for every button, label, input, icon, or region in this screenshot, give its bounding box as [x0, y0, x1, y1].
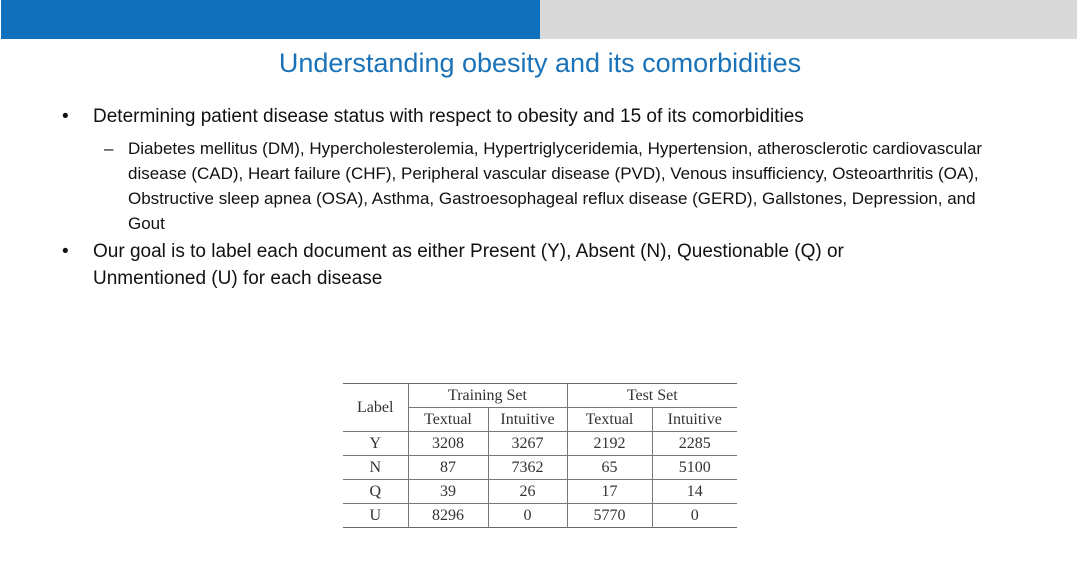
dash-icon: – — [104, 139, 114, 158]
bullet-icon: • — [62, 241, 69, 262]
row-label: Y — [343, 431, 408, 456]
cell: 65 — [566, 455, 652, 480]
group-header-training: Training Set — [407, 383, 567, 408]
label-counts-table: Label Training Set Test Set Textual Intu… — [343, 383, 737, 528]
cell: 14 — [651, 479, 737, 504]
cell: 2285 — [651, 431, 737, 456]
row-label: U — [369, 506, 382, 524]
table-row: Q 39 26 17 14 — [343, 479, 737, 504]
header-bar-accent — [1, 0, 540, 39]
row-label: N — [343, 455, 408, 480]
cell: 0 — [487, 503, 567, 528]
cell: 39 — [407, 479, 488, 504]
group-header-test: Test Set — [566, 383, 737, 408]
cell: 2192 — [566, 431, 652, 456]
cell: 26 — [487, 479, 567, 504]
table-row: Y 3208 3267 2192 2285 — [343, 431, 737, 456]
cell: 3267 — [487, 431, 567, 456]
label-header: Label — [343, 383, 408, 432]
cell: 17 — [566, 479, 652, 504]
cell: 0 — [651, 503, 737, 528]
slide-title: Understanding obesity and its comorbidit… — [278, 48, 802, 78]
cell: 5770 — [566, 503, 652, 528]
table-row: U 8296 0 5770 0 — [343, 503, 737, 528]
bullet-icon: • — [62, 106, 69, 127]
cell: 8296 — [407, 503, 488, 528]
table-row: N 87 7362 65 5100 — [343, 455, 737, 480]
cell: 5100 — [651, 455, 737, 480]
cell: 3208 — [407, 431, 488, 456]
cell: 87 — [407, 455, 488, 480]
subheader: Textual — [566, 407, 652, 432]
row-label: Q — [343, 479, 408, 504]
subheader: Intuitive — [651, 407, 737, 432]
header-bar-gray — [540, 0, 1077, 39]
cell: 7362 — [487, 455, 567, 480]
subheader: Textual — [407, 407, 488, 432]
subheader: Intuitive — [487, 407, 567, 432]
